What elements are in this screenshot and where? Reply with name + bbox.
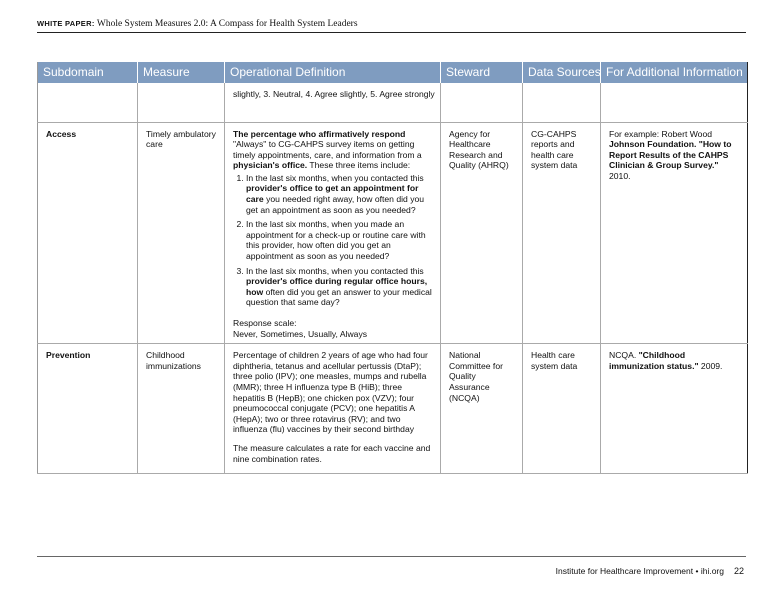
operational-definition: Percentage of children 2 years of age wh…: [224, 343, 441, 475]
column-header: Data Sources: [522, 62, 601, 83]
additional-info: For example: Robert Wood Johnson Foundat…: [600, 122, 748, 345]
column-header: For Additional Information: [600, 62, 748, 83]
list-item: In the last six months, when you contact…: [246, 266, 435, 308]
list-item: In the last six months, when you made an…: [246, 219, 435, 261]
running-header: WHITE PAPER: Whole System Measures 2.0: …: [37, 19, 358, 29]
table-header-row: Subdomain Measure Operational Definition…: [37, 62, 748, 83]
operational-definition: The percentage who affirmatively respond…: [224, 122, 441, 345]
table-row: Prevention Childhood immunizations Perce…: [37, 343, 748, 475]
column-header: Measure: [137, 62, 225, 83]
additional-info: NCQA. "Childhood immunization status." 2…: [600, 343, 748, 475]
column-header: Steward: [440, 62, 523, 83]
footer-rule: [37, 556, 746, 557]
page-number: 22: [733, 566, 744, 576]
footer: Institute for Healthcare Improvement • i…: [555, 566, 744, 576]
measures-table: Subdomain Measure Operational Definition…: [37, 62, 748, 475]
table-row: slightly, 3. Neutral, 4. Agree slightly,…: [37, 83, 748, 123]
header-rule: [37, 32, 746, 33]
column-header: Operational Definition: [224, 62, 441, 83]
column-header: Subdomain: [37, 62, 138, 83]
list-item: In the last six months, when you contact…: [246, 173, 435, 215]
table-row: Access Timely ambulatory care The percen…: [37, 122, 748, 345]
